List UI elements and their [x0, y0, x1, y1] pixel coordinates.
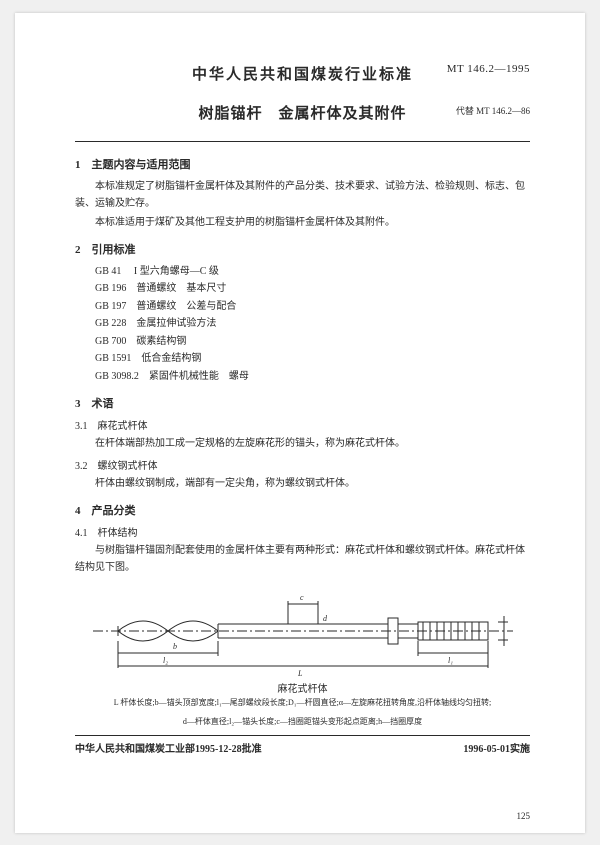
section-1-para-1: 本标准规定了树脂锚杆金属杆体及其附件的产品分类、技术要求、试验方法、检验规则、标…: [75, 178, 530, 212]
page-number: 125: [517, 811, 531, 821]
section-3-heading: 3 术语: [75, 395, 530, 411]
ref-item: GB 1591 低合金结构钢: [95, 350, 530, 368]
rule-top: [75, 141, 530, 142]
figure-caption: 麻花式杆体: [75, 680, 530, 695]
section-4-1-para: 与树脂锚杆锚固剂配套使用的金属杆体主要有两种形式：麻花式杆体和螺纹钢式杆体。麻花…: [75, 542, 530, 576]
figure-legend-2: d—杆体直径;l₂—锚头长度;c—挡圈距锚头变形起点距离;h—挡圈厚度: [75, 716, 530, 729]
svg-text:c: c: [300, 593, 304, 602]
header-row: 中华人民共和国煤炭行业标准 MT 146.2—1995: [75, 63, 530, 84]
figure-legend-1: L 杆体长度;b—锚头顶部宽度;l₁—尾部螺纹段长度;D₁—杆圆直径;α—左旋麻…: [75, 697, 530, 710]
section-1-heading: 1 主题内容与适用范围: [75, 156, 530, 172]
section-3-2-para: 杆体由螺纹钢制成，端部有一定尖角，称为螺纹钢式杆体。: [75, 475, 530, 492]
footer-row: 中华人民共和国煤炭工业部1995-12-28批准 1996-05-01实施: [75, 740, 530, 755]
replaces-note: 代替 MT 146.2—86: [456, 104, 530, 117]
svg-text:b: b: [173, 642, 177, 651]
ref-item: GB 41 I 型六角螺母—C 级: [95, 263, 530, 281]
section-2-heading: 2 引用标准: [75, 241, 530, 257]
approved-text: 中华人民共和国煤炭工业部1995-12-28批准: [75, 740, 262, 755]
bolt-diagram-svg: c l₂ l₁ L b d: [88, 586, 518, 676]
ref-item: GB 700 碳素结构钢: [95, 333, 530, 351]
figure-diagram: c l₂ l₁ L b d: [75, 586, 530, 676]
ref-item: GB 197 普通螺纹 公差与配合: [95, 298, 530, 316]
ref-item: GB 3098.2 紧固件机械性能 螺母: [95, 368, 530, 386]
effective-text: 1996-05-01实施: [463, 740, 530, 755]
ref-item: GB 228 金属拉伸试验方法: [95, 315, 530, 333]
reference-list: GB 41 I 型六角螺母—C 级 GB 196 普通螺纹 基本尺寸 GB 19…: [95, 263, 530, 386]
section-3-1-heading: 3.1 麻花式杆体: [75, 417, 530, 432]
section-4-1-heading: 4.1 杆体结构: [75, 524, 530, 539]
org-title: 中华人民共和国煤炭行业标准: [192, 63, 413, 84]
section-3-1-para: 在杆体端部热加工成一定规格的左旋麻花形的锚头，称为麻花式杆体。: [75, 435, 530, 452]
svg-text:l₁: l₁: [448, 656, 453, 665]
document-title: 树脂锚杆 金属杆体及其附件: [198, 102, 406, 123]
section-1-para-2: 本标准适用于煤矿及其他工程支护用的树脂锚杆金属杆体及其附件。: [75, 214, 530, 231]
ref-item: GB 196 普通螺纹 基本尺寸: [95, 280, 530, 298]
section-3-2-heading: 3.2 螺纹钢式杆体: [75, 457, 530, 472]
document-page: 中华人民共和国煤炭行业标准 MT 146.2—1995 树脂锚杆 金属杆体及其附…: [15, 13, 585, 833]
svg-text:l₂: l₂: [163, 656, 168, 665]
section-4-heading: 4 产品分类: [75, 502, 530, 518]
standard-code: MT 146.2—1995: [447, 63, 530, 75]
svg-text:L: L: [297, 669, 303, 676]
title-row: 树脂锚杆 金属杆体及其附件 代替 MT 146.2—86: [75, 102, 530, 123]
rule-bottom: [75, 735, 530, 736]
svg-text:d: d: [323, 614, 328, 623]
